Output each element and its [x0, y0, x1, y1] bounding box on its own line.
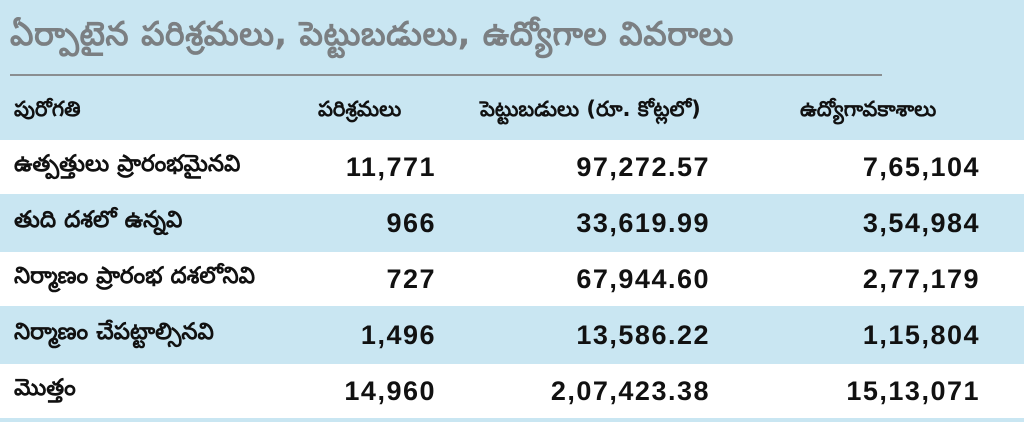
jobs-cell: 1,15,804: [862, 319, 980, 350]
jobs-cell: 7,65,104: [862, 151, 980, 182]
table-header: పురోగతి పరిశ్రమలు పెట్టుబడులు (రూ. కోట్ల…: [0, 86, 1024, 138]
jobs-cell: 15,13,071: [846, 375, 980, 406]
investment-cell: 97,272.57: [576, 151, 710, 182]
stage-cell: ఉత్పత్తులు ప్రారంభమైనవి: [14, 151, 241, 177]
industries-cell: 1,496: [360, 319, 436, 350]
industries-cell: 14,960: [344, 375, 436, 406]
header-investment: పెట్టుబడులు (రూ. కోట్లలో): [480, 97, 701, 121]
industries-cell: 11,771: [345, 151, 436, 182]
stage-cell: నిర్మాణం ప్రారంభ దశలోనివి: [14, 263, 255, 289]
table-row: తుది దశలో ఉన్నవి 966 33,619.99 3,54,984: [0, 196, 1024, 250]
jobs-cell: 3,54,984: [862, 207, 980, 238]
investment-cell: 2,07,423.38: [550, 375, 710, 406]
header-stage: పురోగతి: [14, 97, 81, 121]
table-row: నిర్మాణం ప్రారంభ దశలోనివి 727 67,944.60 …: [0, 252, 1024, 306]
header-jobs: ఉద్యోగావకాశాలు: [800, 97, 937, 121]
stage-cell: తుది దశలో ఉన్నవి: [14, 207, 183, 233]
investment-cell: 13,586.22: [576, 319, 710, 350]
investment-cell: 33,619.99: [576, 207, 710, 238]
title-divider: [10, 74, 882, 76]
industries-cell: 966: [386, 207, 436, 238]
table-row: ఉత్పత్తులు ప్రారంభమైనవి 11,771 97,272.57…: [0, 140, 1024, 194]
industries-cell: 727: [386, 263, 436, 294]
header-industries: పరిశ్రమలు: [318, 97, 402, 121]
stage-cell: నిర్మాణం చేపట్టాల్సినవి: [14, 319, 214, 345]
page-title: ఏర్పాటైన పరిశ్రమలు, పెట్టుబడులు, ఉద్యోగా…: [10, 14, 734, 53]
stage-cell: మొత్తం: [14, 375, 76, 401]
investment-cell: 67,944.60: [576, 263, 710, 294]
table-row: నిర్మాణం చేపట్టాల్సినవి 1,496 13,586.22 …: [0, 308, 1024, 362]
table-row-total: మొత్తం 14,960 2,07,423.38 15,13,071: [0, 364, 1024, 418]
jobs-cell: 2,77,179: [862, 263, 980, 294]
